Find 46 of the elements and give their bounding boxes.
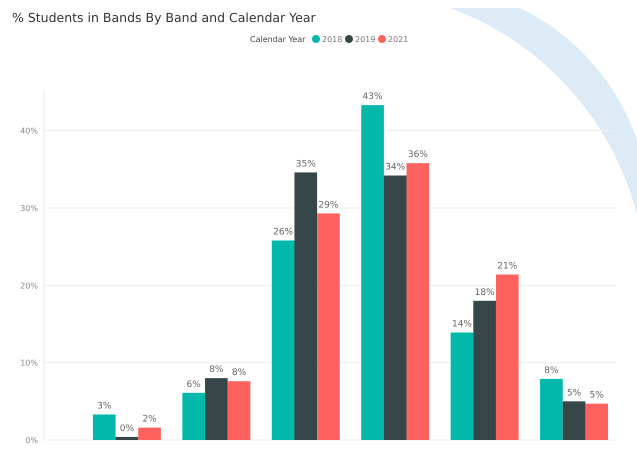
bar (228, 381, 250, 440)
legend-title: Calendar Year (250, 35, 306, 44)
data-label: 26% (273, 227, 294, 238)
bar (540, 378, 563, 440)
y-tick-label: 40% (20, 126, 38, 136)
bar (406, 163, 430, 440)
bar (138, 428, 161, 440)
bar (182, 392, 206, 440)
data-label: 36% (408, 150, 428, 160)
y-tick-label: 30% (20, 204, 38, 213)
data-label: 2% (142, 414, 158, 425)
data-label: 14% (452, 320, 472, 330)
legend-label: 2021 (388, 35, 408, 44)
y-tick-label: 0% (25, 436, 38, 445)
bar (473, 300, 496, 440)
bar (562, 401, 586, 440)
data-label: 6% (186, 380, 202, 390)
bar (496, 274, 519, 440)
bar (205, 378, 228, 440)
bar (92, 414, 116, 440)
data-label: 35% (296, 159, 316, 170)
data-label: 43% (362, 92, 384, 102)
data-label: 21% (497, 262, 518, 272)
data-label: 8% (544, 366, 560, 376)
chart-title: % Students in Bands By Band and Calendar Year (12, 10, 316, 25)
data-label: 8% (209, 365, 224, 376)
data-label: 8% (232, 368, 247, 378)
data-label: 18% (474, 288, 496, 298)
data-label: 0% (120, 424, 135, 434)
data-label: 3% (97, 401, 112, 412)
data-label: 5% (590, 390, 604, 401)
data-label: 5% (566, 388, 582, 398)
bar (272, 240, 294, 440)
bar (450, 332, 474, 440)
legend-label: 2019 (355, 35, 376, 44)
data-label: 29% (318, 200, 339, 210)
data-label: 34% (385, 162, 406, 173)
bar (585, 404, 608, 440)
legend-label: 2018 (322, 35, 342, 44)
bar (384, 176, 407, 440)
y-tick-label: 20% (20, 281, 38, 290)
bar (317, 213, 340, 440)
bar (294, 172, 318, 440)
bar (361, 105, 384, 440)
y-tick-label: 10% (20, 358, 38, 368)
bar (116, 436, 138, 440)
